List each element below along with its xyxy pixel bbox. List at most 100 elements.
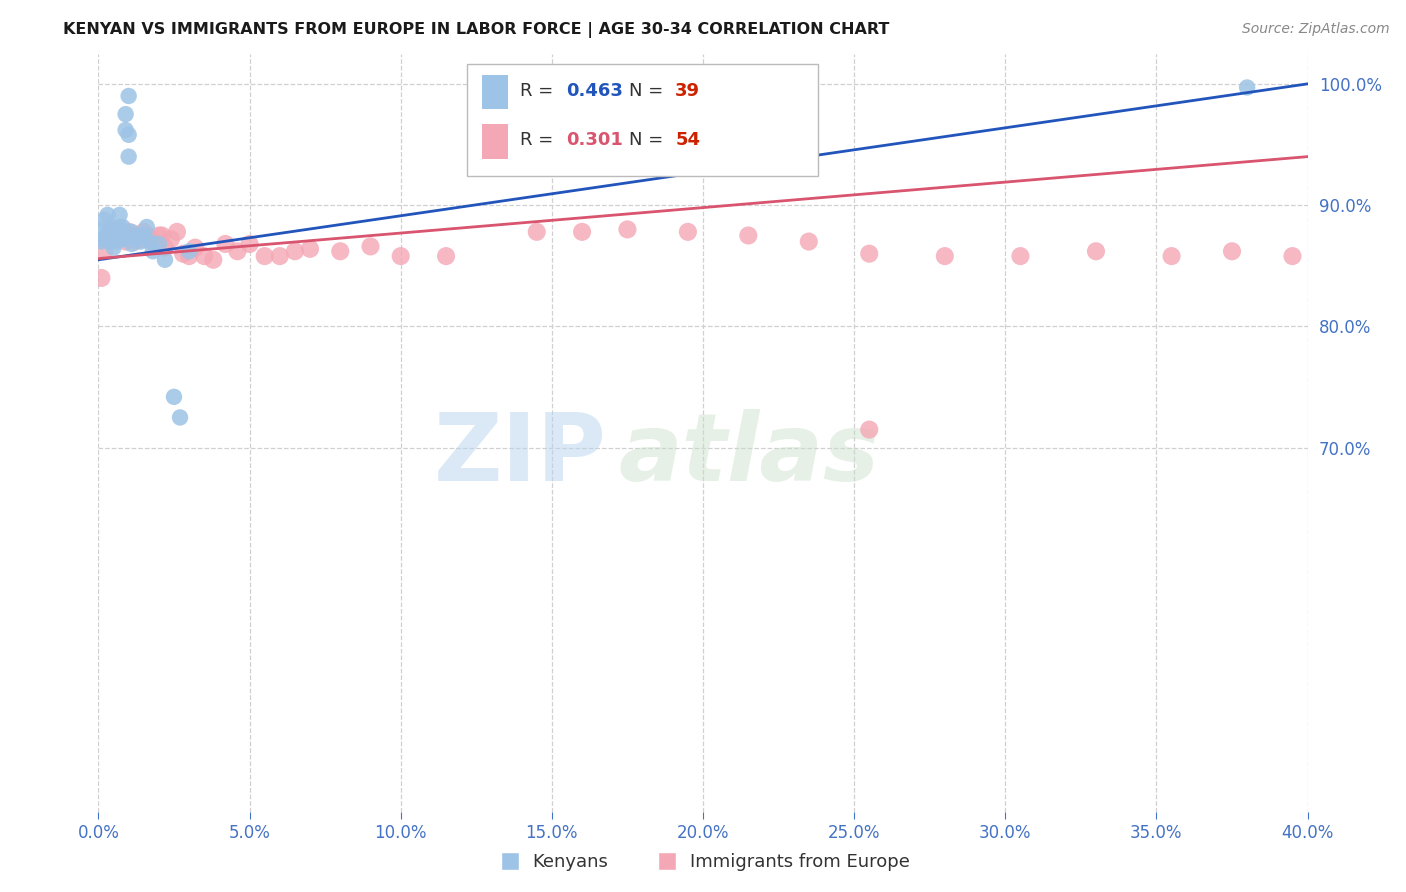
- Legend: Kenyans, Immigrants from Europe: Kenyans, Immigrants from Europe: [489, 847, 917, 879]
- Point: [360, 239, 382, 253]
- Point: [124, 235, 146, 249]
- Point: [179, 249, 201, 263]
- Point: [93, 244, 115, 259]
- Point: [166, 225, 188, 239]
- Point: [269, 249, 291, 263]
- Text: 0.301: 0.301: [567, 131, 623, 149]
- Point: [108, 232, 131, 246]
- Point: [1220, 244, 1243, 259]
- Text: ZIP: ZIP: [433, 409, 606, 501]
- Point: [179, 244, 201, 259]
- Point: [108, 225, 131, 239]
- Point: [148, 228, 170, 243]
- Point: [160, 232, 183, 246]
- Point: [90, 235, 112, 249]
- Point: [253, 249, 276, 263]
- Point: [571, 225, 593, 239]
- Point: [96, 208, 118, 222]
- Text: 54: 54: [675, 131, 700, 149]
- Point: [226, 244, 249, 259]
- Point: [129, 235, 152, 249]
- Point: [1281, 249, 1303, 263]
- Text: R =: R =: [520, 82, 560, 100]
- Point: [153, 241, 176, 255]
- Point: [121, 237, 143, 252]
- Point: [153, 252, 176, 267]
- Point: [93, 232, 115, 246]
- Point: [676, 225, 699, 239]
- Point: [96, 232, 118, 246]
- Point: [389, 249, 412, 263]
- Point: [135, 219, 157, 234]
- Bar: [482, 125, 509, 159]
- Point: [114, 107, 136, 121]
- Bar: [482, 75, 509, 109]
- Point: [481, 123, 503, 137]
- Point: [90, 271, 112, 285]
- Point: [169, 410, 191, 425]
- Point: [148, 237, 170, 252]
- Point: [239, 237, 262, 252]
- Point: [121, 225, 143, 239]
- Point: [111, 219, 134, 234]
- Point: [616, 222, 638, 236]
- Text: 0.463: 0.463: [567, 82, 623, 100]
- Point: [135, 228, 157, 243]
- Point: [1010, 249, 1032, 263]
- Point: [129, 232, 152, 246]
- Point: [139, 232, 162, 246]
- Point: [142, 235, 165, 249]
- Point: [299, 242, 322, 256]
- Bar: [467, 64, 818, 177]
- Point: [214, 237, 236, 252]
- Point: [121, 228, 143, 243]
- Point: [202, 252, 225, 267]
- Point: [193, 249, 215, 263]
- Point: [111, 228, 134, 243]
- Point: [90, 222, 112, 236]
- Point: [93, 212, 115, 227]
- Text: Source: ZipAtlas.com: Source: ZipAtlas.com: [1241, 22, 1389, 37]
- Point: [118, 150, 141, 164]
- Point: [118, 89, 141, 103]
- Point: [103, 225, 125, 239]
- Point: [132, 228, 155, 243]
- Text: atlas: atlas: [619, 409, 880, 501]
- Point: [118, 128, 141, 142]
- Text: N =: N =: [630, 82, 669, 100]
- Point: [100, 219, 122, 234]
- Point: [150, 228, 173, 243]
- Point: [142, 244, 165, 259]
- Point: [124, 232, 146, 246]
- Point: [172, 246, 194, 260]
- Point: [145, 237, 167, 252]
- Point: [934, 249, 956, 263]
- Text: R =: R =: [520, 131, 560, 149]
- Point: [118, 225, 141, 239]
- Point: [184, 241, 207, 255]
- Point: [100, 225, 122, 239]
- Point: [1236, 80, 1258, 95]
- Point: [737, 228, 759, 243]
- Text: N =: N =: [630, 131, 669, 149]
- Point: [105, 225, 128, 239]
- Point: [797, 235, 820, 249]
- Point: [108, 219, 131, 234]
- Point: [434, 249, 457, 263]
- Point: [103, 232, 125, 246]
- Point: [114, 235, 136, 249]
- Point: [139, 235, 162, 249]
- Point: [127, 228, 149, 243]
- Point: [105, 235, 128, 249]
- Point: [100, 235, 122, 249]
- Point: [858, 246, 880, 260]
- Point: [510, 91, 533, 105]
- Point: [329, 244, 352, 259]
- Point: [111, 232, 134, 246]
- Point: [1085, 244, 1108, 259]
- Point: [127, 228, 149, 243]
- Point: [163, 390, 186, 404]
- Point: [114, 123, 136, 137]
- Point: [105, 222, 128, 236]
- Point: [103, 241, 125, 255]
